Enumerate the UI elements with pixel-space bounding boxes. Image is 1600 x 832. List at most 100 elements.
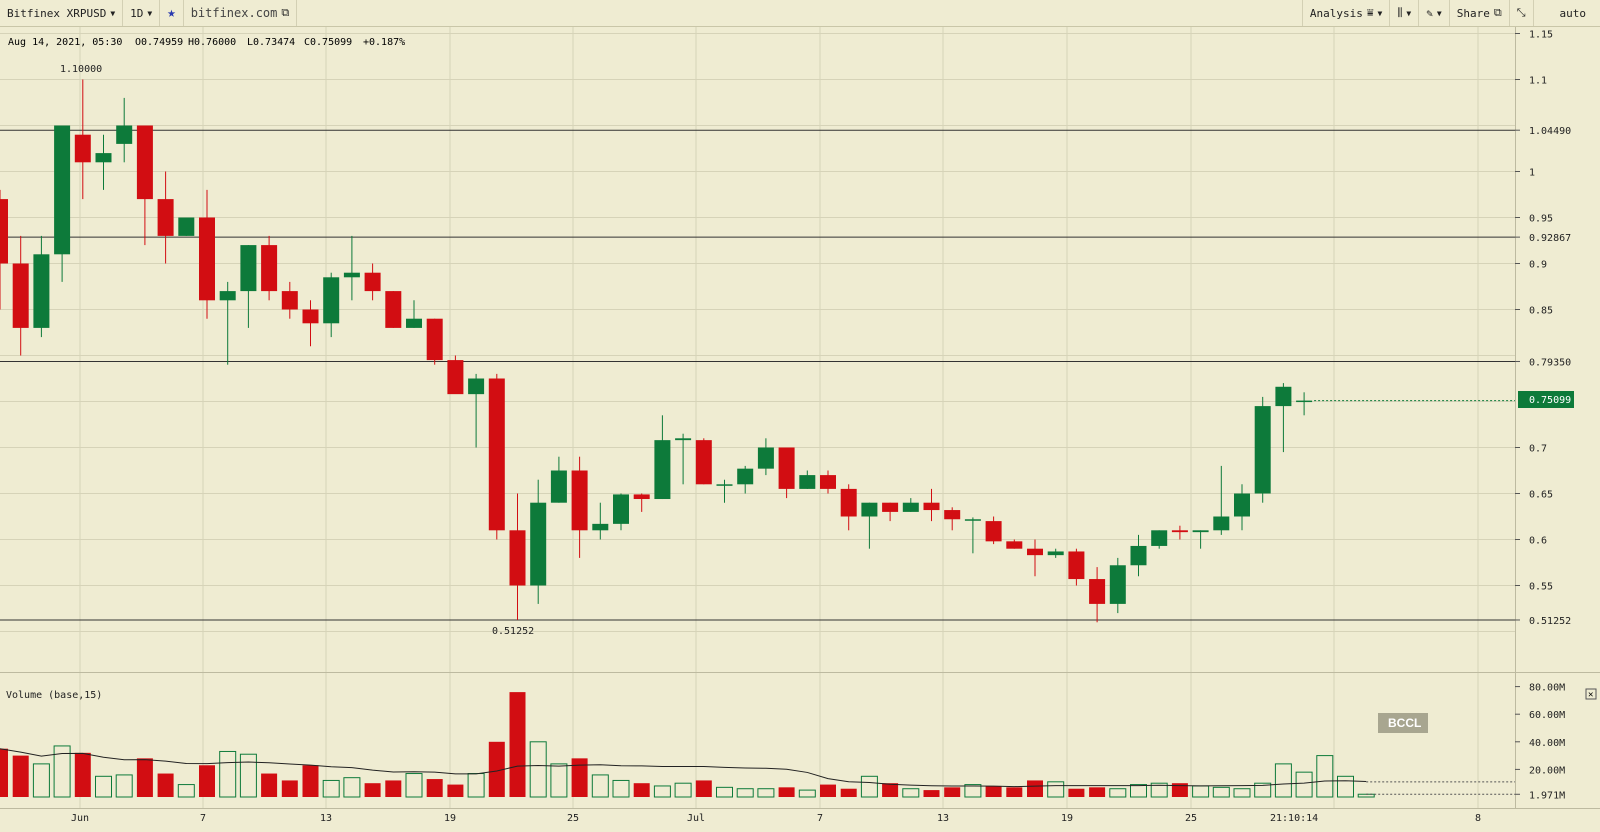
volume-tick-label: 1.971M (1529, 790, 1565, 801)
share-button[interactable]: Share ⧉ (1448, 0, 1509, 26)
volume-bar (343, 777, 361, 798)
close-volume-pane[interactable] (1585, 688, 1597, 700)
candle-body (1171, 530, 1188, 533)
volume-tick-label: 60.00M (1529, 710, 1565, 721)
favorite-button[interactable]: ★ (160, 0, 184, 26)
site-link[interactable]: bitfinex.com ⧉ (184, 0, 298, 26)
volume-bar (1006, 787, 1023, 797)
candles-icon: ⫼ (1397, 6, 1403, 19)
price-tick-label: 0.9 (1529, 260, 1547, 271)
chevron-down-icon: ▼ (110, 8, 116, 18)
price-tick-label: 0.92867 (1529, 233, 1571, 244)
price-tick-label: 0.6 (1529, 536, 1547, 547)
candle-body (157, 199, 174, 236)
close-icon[interactable]: ✕ (1588, 690, 1593, 700)
auto-scale-button[interactable]: auto (1532, 0, 1600, 26)
candle-body (571, 470, 588, 531)
price-tick-label: 0.51252 (1529, 616, 1571, 627)
high-annotation: 1.10000 (60, 64, 102, 75)
interval-label: 1D (130, 6, 144, 20)
volume-bar (716, 786, 733, 798)
last-price-label: 0.75099 (1529, 395, 1571, 406)
symbol-selector[interactable]: Bitfinex XRPUSD ▼ (0, 0, 124, 26)
candle-body (1006, 541, 1023, 549)
volume-bar (1274, 763, 1292, 798)
candle-body (54, 125, 71, 255)
symbol-label: Bitfinex XRPUSD (7, 6, 107, 20)
volume-bar (447, 784, 464, 797)
volume-bar (281, 780, 298, 797)
external-link-icon: ⧉ (281, 6, 290, 19)
interval-selector[interactable]: 1D ▼ (123, 0, 161, 26)
candle-body (468, 378, 485, 395)
candle-body (1027, 548, 1043, 556)
star-icon: ★ (167, 5, 176, 21)
candle-body (613, 494, 629, 524)
candle-body (385, 291, 402, 328)
volume-bar (261, 773, 278, 797)
ohlc-change: +0.187% (363, 37, 405, 48)
axes: 1.15 1.1 1.04490 1 0.95 0.92867 0.9 0.85 0.79350… (71, 30, 1571, 825)
price-tick-label: 0.95 (1529, 214, 1553, 225)
time-tick-label: 13 (937, 813, 949, 824)
volume-bar (1130, 784, 1147, 798)
candle-body (1047, 551, 1064, 556)
candle-body (1254, 406, 1271, 494)
volume-bar (1316, 755, 1334, 798)
volume-bar (882, 783, 899, 797)
candle-body (923, 502, 940, 511)
time-tick-label: Jun (71, 813, 89, 824)
candle-body (261, 245, 278, 292)
chart-type-button[interactable]: ⫼ ▼ (1389, 0, 1418, 26)
candle-body (1192, 530, 1209, 533)
volume-bar (757, 788, 775, 798)
candle-body (902, 502, 919, 512)
candle-body (633, 494, 650, 500)
ohlc-low: L0.73474 (247, 37, 295, 48)
volume-bar (239, 753, 257, 798)
volume-bar (364, 783, 381, 797)
volume-bar (219, 750, 237, 798)
volume-bar (1233, 788, 1251, 798)
volume-bar (736, 788, 754, 798)
time-tick-label: 7 (817, 813, 823, 824)
fullscreen-button[interactable]: ⤡ (1508, 0, 1533, 26)
volume-bar (529, 741, 547, 798)
horizontal-lines (0, 129, 1515, 621)
candle-body (33, 254, 50, 328)
candle-body (74, 134, 91, 163)
volume-bar (385, 780, 402, 797)
volume-bar (95, 775, 112, 798)
candle-body (1151, 530, 1168, 546)
candle-body (116, 125, 133, 144)
volume-bar (322, 779, 340, 798)
drawing-tools-button[interactable]: ✎ ▼ (1418, 0, 1448, 26)
candle-body (861, 502, 878, 517)
volume-bar (902, 788, 920, 798)
volume-bar (177, 784, 195, 798)
volume-bar (136, 758, 153, 797)
candle-body (820, 475, 836, 489)
price-tick-label: 0.85 (1529, 306, 1553, 317)
ohlc-close: C0.75099 (304, 37, 352, 48)
volume-bar (53, 745, 71, 798)
candle-body (364, 272, 381, 292)
chevron-down-icon: ▼ (1406, 8, 1412, 18)
time-tick-label: 25 (1185, 813, 1197, 824)
grid (0, 27, 1600, 809)
candle-body (550, 470, 567, 503)
candle-body (944, 510, 961, 520)
time-tick-label: Jul (687, 813, 705, 824)
time-tick-label: 19 (444, 813, 456, 824)
candle-body (323, 277, 340, 324)
volume-bars (0, 692, 1515, 798)
chevron-down-icon: ▼ (1377, 8, 1383, 18)
candle-body (799, 475, 816, 489)
candle-body (840, 488, 857, 517)
candle-body (695, 440, 712, 485)
candle-body (406, 318, 422, 328)
candle-body (985, 521, 1002, 542)
volume-moving-average-line (0, 748, 1367, 788)
analysis-button[interactable]: Analysis ⩸ ▼ (1301, 0, 1390, 26)
